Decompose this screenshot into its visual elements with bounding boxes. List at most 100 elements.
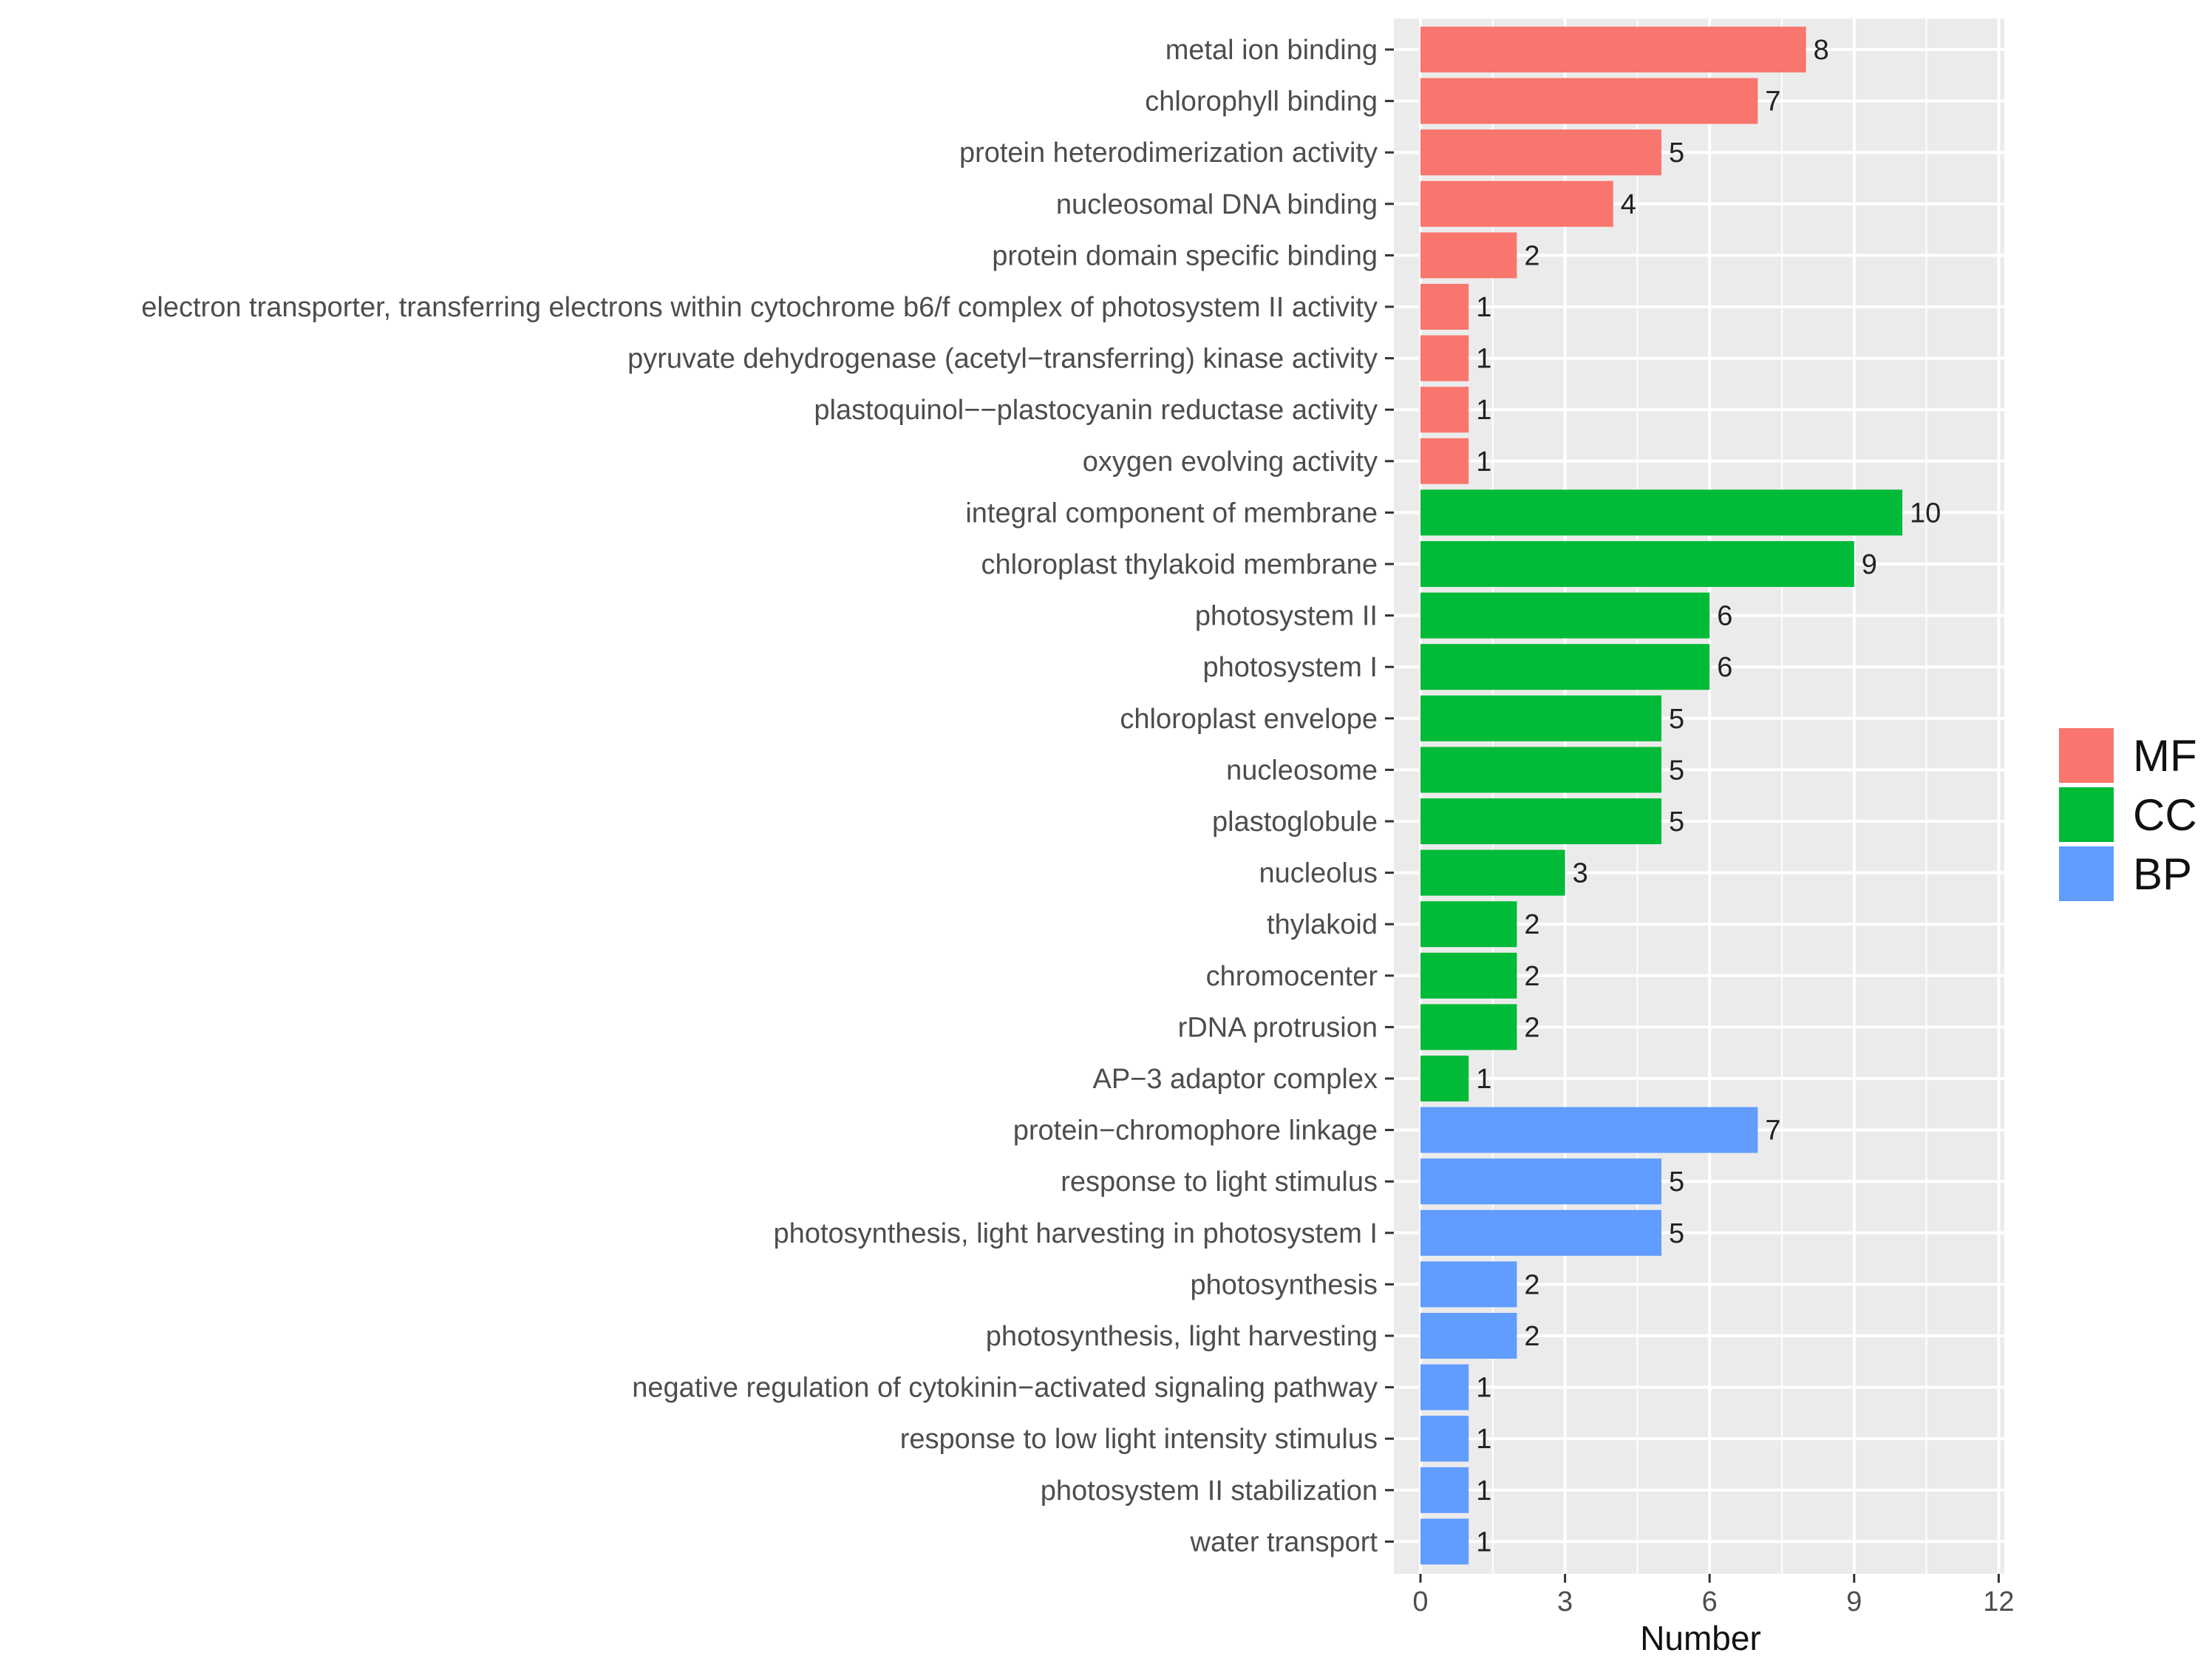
bar-value-label: 5 [1669,806,1684,838]
bar-cc [1420,695,1661,741]
bar-cc [1420,747,1661,793]
category-label: thylakoid [1267,909,1378,940]
bar-value-label: 7 [1765,1115,1780,1147]
bars [1420,27,1902,1565]
bar-value-label: 5 [1669,704,1684,735]
bar-value-label: 1 [1476,1475,1491,1507]
bar-value-label: 1 [1476,1373,1491,1404]
x-axis-title: Number [1640,1619,1761,1657]
category-label: photosystem II [1195,601,1378,632]
category-label: protein heterodimerization activity [959,137,1378,169]
category-label: pyruvate dehydrogenase (acetyl−transferr… [627,344,1378,375]
bar-value-label: 2 [1524,961,1539,992]
category-label: metal ion binding [1165,35,1378,66]
category-label: plastoglobule [1212,806,1378,838]
bar-cc [1420,644,1710,690]
category-label: negative regulation of cytokinin−activat… [632,1373,1378,1404]
bar-cc [1420,541,1854,587]
bar-value-label: 2 [1524,909,1539,940]
bar-mf [1420,129,1661,176]
bar-mf [1420,335,1469,381]
category-label: nucleolus [1259,858,1378,889]
bar-cc [1420,901,1517,948]
category-label: response to low light intensity stimulus [900,1424,1378,1455]
x-tick-label: 12 [1983,1586,2014,1617]
category-label: chloroplast thylakoid membrane [981,549,1378,580]
category-label: chromocenter [1206,961,1378,992]
legend-label-cc: CC [2133,790,2197,840]
bar-bp [1420,1107,1758,1153]
bar-value-label: 2 [1524,1269,1539,1300]
category-label: nucleosomal DNA binding [1056,189,1378,220]
category-label: photosynthesis, light harvesting in phot… [774,1218,1378,1249]
x-tick-label: 9 [1846,1586,1862,1617]
bar-mf [1420,387,1469,433]
category-label: electron transporter, transferring elect… [141,292,1378,323]
bar-bp [1420,1518,1469,1565]
category-label: AP−3 adaptor complex [1092,1064,1378,1095]
category-label: photosynthesis [1191,1269,1378,1300]
category-label: photosystem II stabilization [1041,1475,1378,1507]
bar-value-label: 9 [1862,549,1877,580]
bar-mf [1420,232,1517,279]
category-label: protein domain specific binding [992,240,1378,271]
category-label: photosystem I [1202,652,1378,683]
category-label: rDNA protrusion [1178,1012,1378,1043]
bar-mf [1420,438,1469,484]
bar-cc [1420,849,1565,896]
bar-value-label: 2 [1524,240,1539,271]
bar-value-label: 1 [1476,1064,1491,1095]
x-tick-label: 6 [1702,1586,1718,1617]
category-label: chlorophyll binding [1145,86,1378,118]
bar-bp [1420,1467,1469,1513]
bar-value-label: 6 [1717,652,1732,683]
bar-cc [1420,952,1517,999]
bar-value-label: 3 [1573,858,1588,889]
bar-bp [1420,1158,1661,1205]
category-label: protein−chromophore linkage [1013,1115,1378,1147]
bar-value-label: 2 [1524,1321,1539,1352]
bar-value-label: 5 [1669,755,1684,786]
bar-cc [1420,489,1902,536]
bar-value-label: 1 [1476,395,1491,426]
category-label: integral component of membrane [965,497,1378,529]
bar-value-label: 10 [1910,497,1941,529]
bar-value-label: 1 [1476,1424,1491,1455]
legend-key-mf [2059,728,2114,783]
bar-value-label: 5 [1669,1167,1684,1198]
x-tick-label: 3 [1557,1586,1573,1617]
bar-value-label: 1 [1476,446,1491,478]
category-label: photosynthesis, light harvesting [986,1321,1378,1352]
bar-bp [1420,1261,1517,1308]
bar-mf [1420,284,1469,330]
bar-value-label: 7 [1765,86,1780,118]
bar-value-label: 1 [1476,344,1491,375]
category-labels: metal ion binding chlorophyll binding prot… [141,35,1394,1558]
bar-mf [1420,180,1613,227]
category-label: nucleosome [1226,755,1378,786]
bar-value-label: 1 [1476,1527,1491,1558]
bar-cc [1420,1004,1517,1050]
category-label: chloroplast envelope [1120,704,1378,735]
bar-cc [1420,798,1661,844]
bar-mf [1420,78,1758,124]
bar-value-label: 2 [1524,1012,1539,1043]
bar-bp [1420,1313,1517,1359]
legend-label-bp: BP [2133,849,2192,899]
legend: MF CC BP [2059,728,2197,901]
x-tick-label: 0 [1412,1586,1428,1617]
bar-value-label: 4 [1621,189,1636,220]
bar-value-label: 8 [1814,35,1829,66]
legend-key-bp [2059,846,2114,901]
bar-mf [1420,27,1806,72]
bar-bp [1420,1209,1661,1256]
legend-label-mf: MF [2133,731,2197,781]
bar-bp [1420,1416,1469,1462]
category-label: plastoquinol−−plastocyanin reductase act… [814,395,1378,426]
bar-cc [1420,592,1710,639]
bar-value-label: 1 [1476,292,1491,323]
category-label: response to light stimulus [1061,1167,1378,1198]
bar-value-label: 5 [1669,1218,1684,1249]
